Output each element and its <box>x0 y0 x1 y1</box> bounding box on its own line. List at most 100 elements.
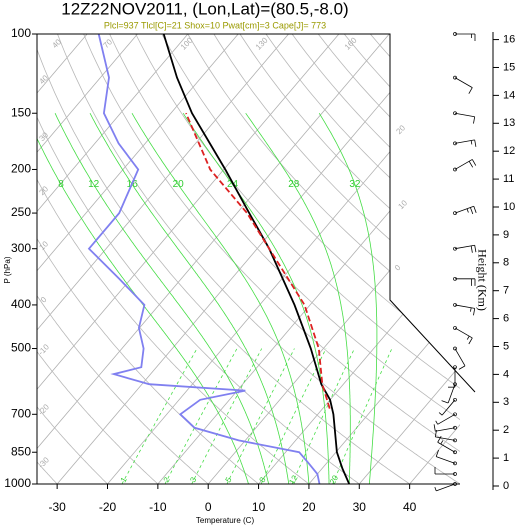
y-tick-label: 400 <box>11 297 31 311</box>
isotherm <box>37 34 257 484</box>
mixing-ratio-line <box>226 348 295 484</box>
wind-barb-staff <box>436 456 456 464</box>
isotherm <box>48 34 458 484</box>
y2-tick-label: 15 <box>503 61 515 73</box>
x-tick-label: -30 <box>48 500 66 514</box>
wind-barb-feather <box>466 335 470 340</box>
y-tick-label: 850 <box>11 444 31 458</box>
moist-adiabat <box>54 113 270 484</box>
x-tick-label: -20 <box>99 500 117 514</box>
dry-adiabat <box>49 34 460 484</box>
wind-barb-base <box>453 461 457 466</box>
x-tick-label: 30 <box>353 500 367 514</box>
dry-adiabat <box>100 34 460 484</box>
gray-label: 10 <box>37 239 50 252</box>
wind-barb-feather <box>435 449 439 457</box>
x-tick-label: 0 <box>205 500 212 514</box>
x-tick-label: 40 <box>403 500 417 514</box>
mixing-ratio-label: 1 <box>119 475 129 484</box>
wind-barb-feather <box>473 308 476 316</box>
gray-label: 20 <box>394 123 407 136</box>
wind-barb-feather <box>470 140 473 145</box>
y2-tick-label: 11 <box>503 173 514 185</box>
y2-axis-label: Height (Km) <box>475 249 489 311</box>
y2-tick-label: 3 <box>503 396 509 408</box>
y2-tick-label: 14 <box>503 89 515 101</box>
wind-barb-staff <box>454 112 475 118</box>
moist-adiabat <box>37 113 249 484</box>
wind-barb <box>453 303 476 316</box>
wind-barb-staff <box>437 413 456 425</box>
isotherm <box>37 34 206 484</box>
y-tick-label: 500 <box>11 341 31 355</box>
wind-barb-feather <box>470 307 472 312</box>
y-tick-label: 200 <box>11 162 31 176</box>
isotherm <box>401 34 460 484</box>
moist-adiabat <box>131 113 310 484</box>
wind-barb-feather <box>458 365 466 370</box>
moist-adiabat-label: 12 <box>88 179 100 190</box>
mixing-ratio-label: 2 <box>162 475 172 484</box>
mixing-ratio-line <box>121 348 198 484</box>
wind-barb-feather <box>473 206 477 213</box>
wind-barb-staff <box>435 427 456 432</box>
gray-label: -30 <box>36 455 51 470</box>
chart-subtitle: Plcl=937 Tlcl[C]=21 Shox=10 Pwat[cm]=3 C… <box>104 20 326 30</box>
wind-barb-feather <box>438 412 443 416</box>
wind-barb <box>441 382 457 404</box>
gray-label: 100 <box>179 35 195 51</box>
mixing-ratio-line <box>332 348 393 484</box>
wind-barb-staff <box>454 244 475 250</box>
mixing-ratio-label: 3 <box>188 475 198 484</box>
wind-barb <box>453 75 473 94</box>
y2-tick-label: 6 <box>503 312 509 324</box>
chart-title: 12Z22NOV2011, (Lon,Lat)=(80.5,-8.0) <box>61 0 348 18</box>
gray-label: -10 <box>36 342 51 357</box>
wind-barb-feather <box>433 424 436 432</box>
gray-label: -20 <box>36 402 51 417</box>
y2-tick-label: 13 <box>503 117 515 129</box>
wind-barb <box>453 32 476 41</box>
wind-barb-staff <box>441 399 456 416</box>
wind-barb <box>433 424 457 432</box>
moist-adiabat-label: 20 <box>173 179 185 190</box>
isotherm <box>149 34 460 484</box>
wind-barb-feather <box>466 208 469 213</box>
isotherm <box>300 34 460 484</box>
dry-adiabat <box>125 34 460 484</box>
wind-barb-staff <box>454 327 473 339</box>
isotherm <box>37 34 357 484</box>
y2-tick-label: 5 <box>503 340 509 352</box>
isotherm <box>37 34 156 484</box>
wind-barb <box>435 449 457 466</box>
mixing-ratio-label: 8 <box>258 475 268 484</box>
y2-tick-label: 4 <box>503 368 509 380</box>
moist-adiabat-label: 8 <box>58 179 64 190</box>
gray-label: 10 <box>396 198 409 211</box>
profile-line <box>162 33 351 485</box>
dry-adiabat <box>37 34 271 484</box>
y2-tick-label: 1 <box>503 452 509 464</box>
gray-label: 130 <box>254 35 270 51</box>
y2-tick-label: 9 <box>503 229 509 241</box>
wind-barb-feather <box>440 440 444 445</box>
y2-tick-label: 0 <box>503 480 509 492</box>
gray-label: 20 <box>37 184 50 197</box>
moist-adiabat-label: 32 <box>349 179 361 190</box>
wind-barb-staff <box>454 77 473 88</box>
wind-barb-base <box>453 346 457 351</box>
y2-tick-label: 2 <box>503 424 509 436</box>
mixing-ratio-line <box>291 348 355 484</box>
dry-adiabat <box>150 34 460 484</box>
wind-barb <box>453 346 466 370</box>
dry-adiabat <box>37 34 373 484</box>
y2-tick-label: 8 <box>503 257 509 269</box>
wind-barb-feather <box>473 116 476 124</box>
dry-adiabat <box>37 34 424 484</box>
gray-label: 40 <box>50 37 63 50</box>
wind-barb-feather <box>441 400 449 404</box>
y-tick-label: 300 <box>11 241 31 255</box>
wind-barb <box>437 435 457 455</box>
